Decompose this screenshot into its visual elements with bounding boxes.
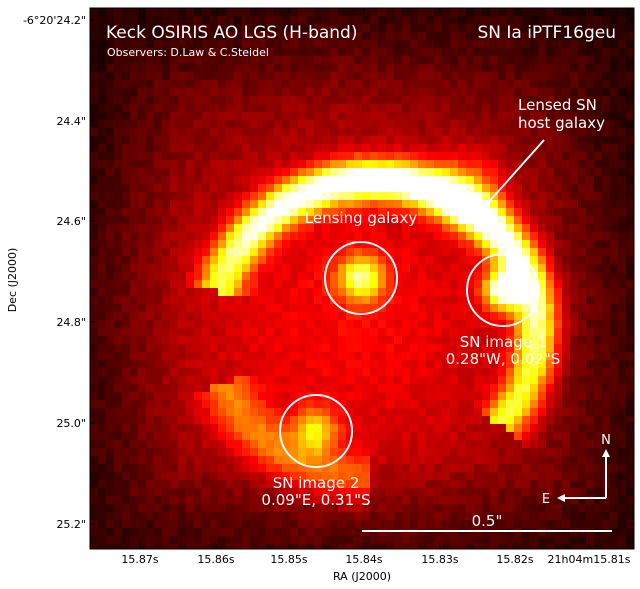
x-axis-label: RA (J2000) bbox=[333, 570, 391, 583]
east-arrowhead-icon bbox=[557, 494, 565, 502]
lensed-host-pointer bbox=[477, 139, 545, 215]
image-pixels bbox=[90, 8, 634, 549]
figure-title: Keck OSIRIS AO LGS (H-band) bbox=[106, 23, 357, 43]
east-label: E bbox=[542, 492, 550, 507]
north-label: N bbox=[601, 433, 611, 448]
observers-note: Observers: D.Law & C.Steidel bbox=[107, 46, 269, 59]
axis-ticks bbox=[90, 8, 634, 549]
x-tick-label: 15.84s bbox=[345, 553, 382, 566]
lensing-galaxy-circle bbox=[324, 241, 398, 315]
y-axis-label: Dec (J2000) bbox=[6, 248, 19, 313]
y-tick-label: 24.6" bbox=[56, 215, 86, 228]
y-tick-label: 25.2" bbox=[56, 518, 86, 531]
compass: N E bbox=[542, 433, 611, 507]
y-tick-label: 24.4" bbox=[56, 115, 86, 128]
image-frame bbox=[89, 7, 635, 550]
sn-image-2-circle bbox=[279, 394, 353, 468]
x-tick-label: 21h04m15.81s bbox=[548, 553, 631, 566]
sn-image-1-circle bbox=[466, 253, 540, 327]
y-tick-labels: -6°20'24.2" 24.4" 24.6" 24.8" 25.0" 25.2… bbox=[23, 14, 86, 531]
sn-image-2-label: SN image 2 bbox=[273, 474, 360, 492]
north-arrowhead-icon bbox=[602, 449, 610, 457]
scale-bar-label: 0.5" bbox=[472, 512, 503, 530]
y-tick-label: -6°20'24.2" bbox=[23, 14, 86, 27]
y-tick-label: 25.0" bbox=[56, 417, 86, 430]
sn-image-1-label: SN image 1 bbox=[460, 333, 547, 351]
x-tick-label: 15.85s bbox=[270, 553, 307, 566]
lensed-host-label-line2: host galaxy bbox=[518, 114, 605, 132]
x-tick-label: 15.82s bbox=[496, 553, 533, 566]
lensed-host-label-line1: Lensed SN bbox=[518, 96, 597, 114]
x-tick-label: 15.87s bbox=[121, 553, 158, 566]
sn-image-1-offset: 0.28"W, 0.02"S bbox=[446, 350, 561, 368]
target-name: SN Ia iPTF16geu bbox=[477, 23, 616, 43]
x-tick-label: 15.83s bbox=[421, 553, 458, 566]
x-tick-labels: 15.87s 15.86s 15.85s 15.84s 15.83s 15.82… bbox=[121, 553, 630, 566]
lensing-galaxy-label: Lensing galaxy bbox=[305, 209, 418, 227]
x-tick-label: 15.86s bbox=[197, 553, 234, 566]
sn-image-2-offset: 0.09"E, 0.31"S bbox=[261, 491, 370, 509]
y-tick-label: 24.8" bbox=[56, 316, 86, 329]
